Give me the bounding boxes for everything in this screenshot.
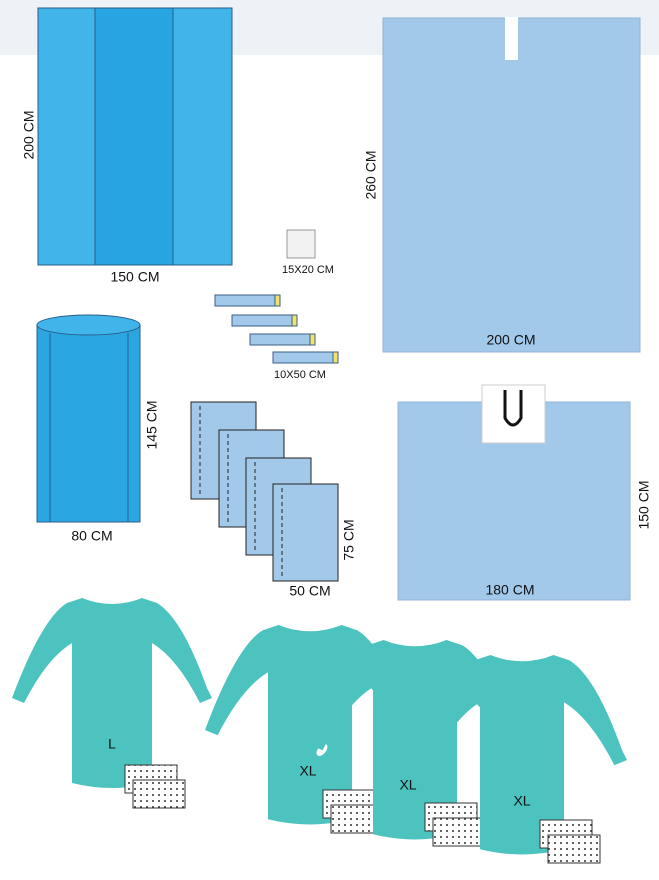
dimension-label: 260 CM — [363, 150, 379, 199]
dimension-label: 80 CM — [71, 528, 112, 544]
towel — [286, 229, 316, 259]
dimension-label: 75 CM — [341, 519, 357, 560]
dimension-label: 200 CM — [486, 332, 535, 348]
gown-size: XL — [399, 777, 416, 793]
gown — [417, 655, 627, 864]
gown-size: XL — [513, 793, 530, 809]
gown — [310, 640, 520, 847]
gown-size: L — [108, 736, 116, 752]
small-drapes — [190, 401, 339, 582]
dimension-label: 15X20 CM — [282, 264, 334, 276]
tapes — [214, 294, 339, 364]
dimension-label: 200 CM — [21, 110, 37, 159]
gown-size: XL — [299, 763, 316, 779]
dimension-label: 145 CM — [144, 400, 160, 449]
dimension-label: 150 CM — [636, 480, 652, 529]
u-drape — [397, 384, 631, 601]
dimension-label: 150 CM — [110, 269, 159, 285]
large-drape — [37, 7, 233, 266]
leg-cover — [36, 314, 141, 523]
dimension-label: 50 CM — [289, 583, 330, 599]
split-drape — [382, 17, 641, 353]
dimension-label: 180 CM — [485, 582, 534, 598]
dimension-label: 10X50 CM — [274, 369, 326, 381]
gown — [12, 598, 212, 809]
